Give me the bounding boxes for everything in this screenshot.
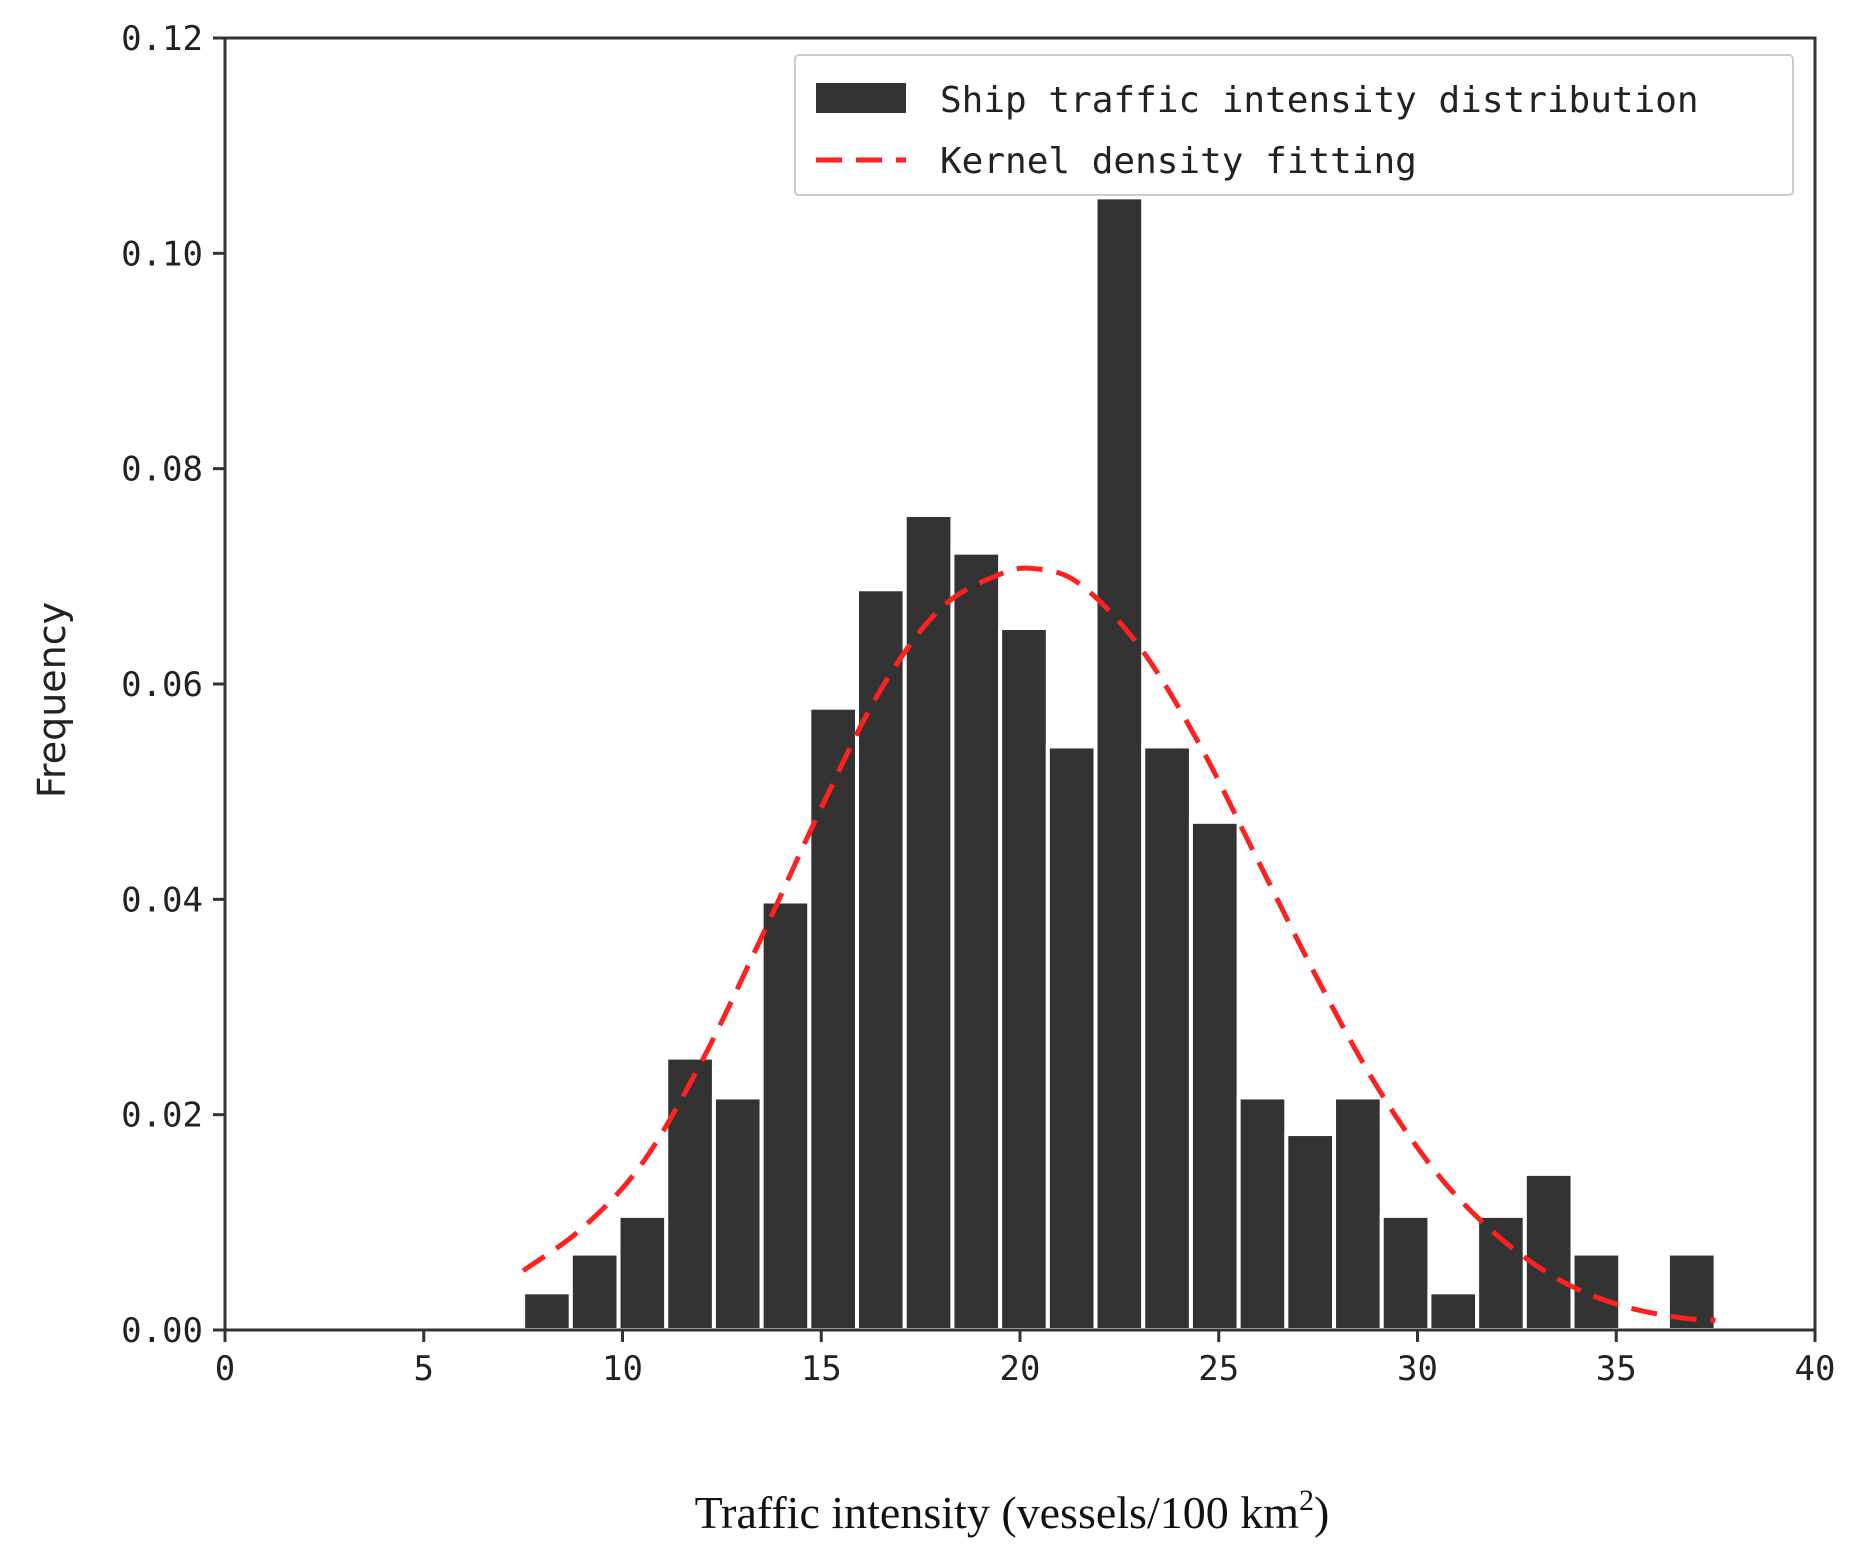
histogram-bar xyxy=(664,1055,716,1333)
histogram-bar xyxy=(1284,1132,1337,1332)
histogram-bar xyxy=(1427,1290,1480,1332)
x-tick-label: 40 xyxy=(1795,1349,1836,1389)
histogram-bar xyxy=(1045,744,1098,1332)
x-tick-label: 5 xyxy=(414,1349,434,1389)
x-axis-label-main: Traffic intensity (vessels/100 km xyxy=(695,1487,1300,1538)
histogram-bar xyxy=(950,550,1003,1332)
histogram-bar xyxy=(568,1251,621,1332)
legend-bar-swatch xyxy=(816,83,906,113)
x-tick-label: 35 xyxy=(1596,1349,1637,1389)
legend: Ship traffic intensity distribution Kern… xyxy=(794,54,1794,196)
x-tick-label: 25 xyxy=(1198,1349,1239,1389)
kde-curve-line xyxy=(521,565,1716,1323)
histogram-bar xyxy=(1093,195,1146,1332)
x-tick-label: 0 xyxy=(215,1349,235,1389)
histogram-bar xyxy=(521,1290,573,1332)
legend-label-histogram: Ship traffic intensity distribution xyxy=(940,80,1699,121)
x-tick-label: 10 xyxy=(602,1349,643,1389)
legend-box xyxy=(794,54,1794,196)
histogram-bar xyxy=(1332,1095,1384,1332)
x-tick-label: 15 xyxy=(801,1349,842,1389)
histogram-bar xyxy=(1188,819,1241,1333)
y-tick-label: 0.00 xyxy=(121,1311,203,1351)
histogram-bar xyxy=(807,705,860,1332)
x-axis-label-close: ) xyxy=(1314,1487,1329,1538)
x-axis-ticks: 0 5 10 15 20 25 30 35 40 xyxy=(215,1330,1836,1389)
y-tick-label: 0.06 xyxy=(121,665,203,705)
bars-group xyxy=(521,195,1718,1333)
y-tick-label: 0.12 xyxy=(121,19,203,59)
y-axis-ticks: 0.00 0.02 0.04 0.06 0.08 0.10 0.12 xyxy=(121,19,225,1351)
legend-label-kde: Kernel density fitting xyxy=(940,141,1417,182)
y-tick-label: 0.08 xyxy=(121,450,203,490)
histogram-bar xyxy=(1236,1095,1289,1332)
y-tick-label: 0.04 xyxy=(121,880,203,920)
y-axis-label: Frequency xyxy=(30,602,74,798)
histogram-bar xyxy=(1141,744,1193,1332)
y-tick-label: 0.02 xyxy=(121,1096,203,1136)
histogram-bar xyxy=(855,587,907,1332)
histogram-bar xyxy=(759,899,812,1333)
histogram-bar xyxy=(1522,1171,1575,1332)
y-tick-label: 0.10 xyxy=(121,234,203,274)
histogram-bar xyxy=(902,512,955,1332)
x-axis-label: Traffic intensity (vessels/100 km2) xyxy=(695,1484,1330,1538)
histogram-bar xyxy=(1475,1213,1527,1332)
x-tick-label: 20 xyxy=(1000,1349,1041,1389)
histogram-bar xyxy=(998,626,1050,1332)
x-axis-label-superscript: 2 xyxy=(1299,1484,1314,1517)
x-tick-label: 30 xyxy=(1397,1349,1438,1389)
histogram-bar xyxy=(711,1095,764,1332)
histogram-bar xyxy=(1570,1251,1623,1332)
histogram-bar xyxy=(616,1213,669,1332)
histogram-bar xyxy=(1379,1213,1432,1332)
